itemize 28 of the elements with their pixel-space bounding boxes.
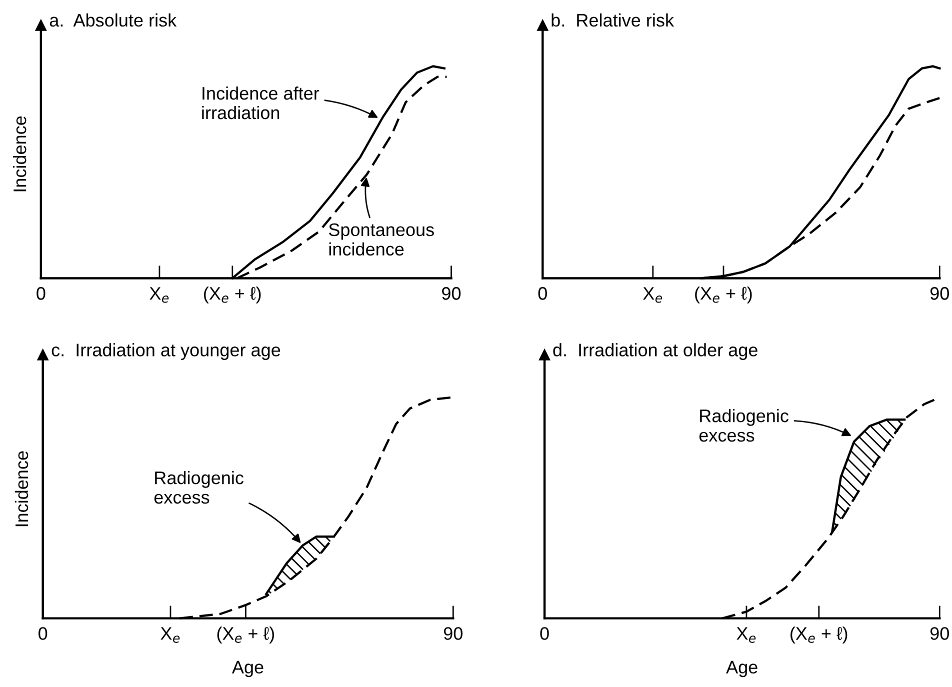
x-tick-label: 90 [444, 627, 462, 640]
annotation: Incidence after irradiation [202, 86, 320, 120]
x-tick-label: 0 [38, 627, 48, 640]
x-tick-label: 0 [540, 627, 549, 640]
y-axis-title: Incidence [14, 451, 28, 526]
x-tick-label: 0 [36, 287, 46, 300]
x-tick-label: X$_{e}$ [736, 627, 756, 643]
chart-title: c. Irradiation at younger age [52, 343, 280, 360]
annotation: Radiogenic excess [154, 471, 244, 504]
x-axis-title: Age [232, 660, 264, 678]
chart-title: a. Absolute risk [50, 13, 177, 27]
x-tick-label: (X$_{e}$ + ℓ) [217, 626, 274, 644]
chart-title: b. Relative risk [552, 13, 674, 27]
x-tick-label: 90 [930, 287, 949, 300]
x-tick-label: X$_{e}$ [643, 287, 662, 303]
annotation: Radiogenic excess [699, 409, 788, 442]
x-tick-label: (X$_{e}$ + ℓ) [695, 286, 752, 304]
x-tick-label: 90 [442, 287, 461, 300]
x-tick-label: X$_{e}$ [160, 627, 180, 643]
x-tick-label: (X$_{e}$ + ℓ) [204, 286, 261, 304]
x-tick-label: 90 [930, 627, 949, 640]
x-tick-label: (X$_{e}$ + ℓ) [790, 626, 848, 644]
y-axis-title: Incidence [12, 116, 26, 192]
x-tick-label: X$_{e}$ [150, 287, 169, 303]
x-axis-title: Age [726, 660, 758, 678]
chart-title: d. Irradiation at older age [553, 343, 758, 360]
x-tick-label: 0 [538, 287, 547, 300]
annotation: Spontaneous incidence [328, 223, 434, 256]
